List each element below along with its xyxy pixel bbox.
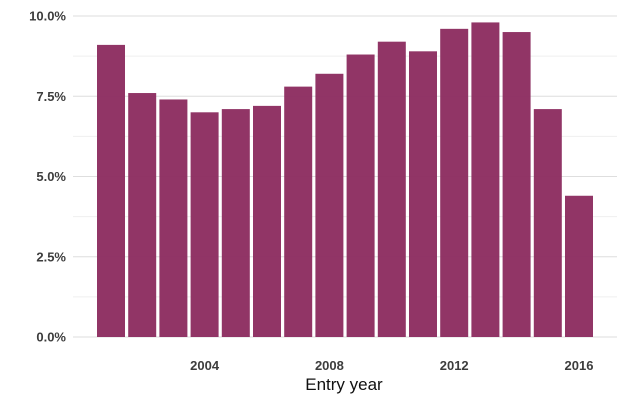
bar-2006 bbox=[253, 105, 281, 337]
bar-2014 bbox=[502, 32, 531, 338]
x-tick-label: 2012 bbox=[440, 358, 469, 373]
y-tick-label: 5.0% bbox=[36, 169, 66, 184]
y-axis-ticks: 0.0% 2.5% 5.0% 7.5% 10.0% bbox=[29, 9, 66, 345]
bar-2012 bbox=[440, 28, 469, 338]
bar-2009 bbox=[346, 54, 375, 338]
bars bbox=[97, 22, 593, 338]
bar-2003 bbox=[159, 99, 188, 338]
bar-2008 bbox=[315, 73, 344, 337]
x-tick-label: 2008 bbox=[315, 358, 344, 373]
bar-2015 bbox=[533, 109, 562, 337]
bar-2007 bbox=[284, 86, 313, 338]
y-tick-label: 2.5% bbox=[36, 249, 66, 264]
y-tick-label: 10.0% bbox=[29, 9, 66, 24]
x-tick-label: 2016 bbox=[565, 358, 594, 373]
bar-2010 bbox=[377, 41, 406, 338]
bar-2005 bbox=[221, 109, 250, 337]
bar-2013 bbox=[471, 22, 500, 337]
y-tick-label: 0.0% bbox=[36, 330, 66, 345]
bar-2011 bbox=[409, 51, 437, 338]
x-tick-label: 2004 bbox=[190, 358, 220, 373]
x-axis-title: Entry year bbox=[305, 375, 383, 394]
y-tick-label: 7.5% bbox=[36, 89, 66, 104]
bar-2004 bbox=[190, 112, 219, 337]
x-axis-ticks: 2004 2008 2012 2016 bbox=[190, 358, 593, 373]
bar-2001 bbox=[97, 44, 125, 337]
bar-2002 bbox=[128, 93, 157, 337]
bar-2016 bbox=[565, 195, 593, 337]
